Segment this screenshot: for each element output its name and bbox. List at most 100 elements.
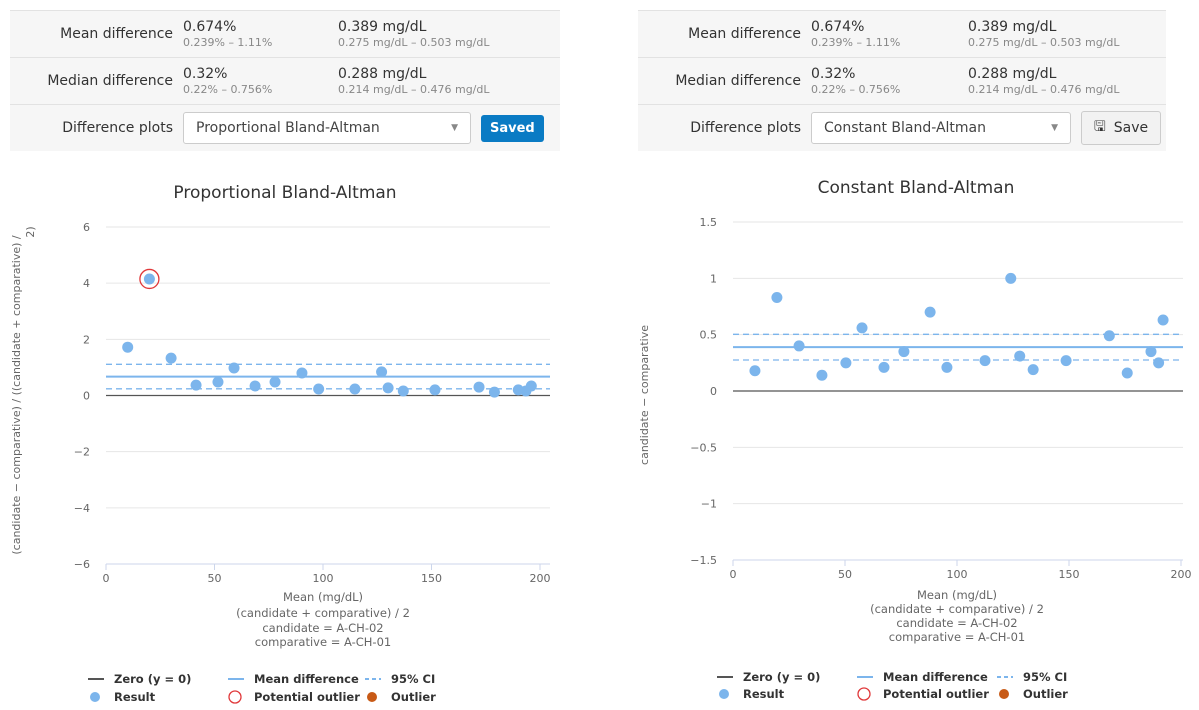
difference-plot-select[interactable]: Constant Bland-Altman ▼	[811, 112, 1071, 144]
row-label: Difference plots	[62, 120, 173, 136]
data-point	[840, 357, 852, 369]
legend-potential-outlier-icon	[228, 690, 242, 704]
data-point	[296, 367, 308, 379]
y-tick-label: −0.5	[690, 441, 717, 454]
x-axis-label: Mean (mg/dL)	[283, 590, 363, 604]
y-tick-label: 2	[83, 333, 90, 346]
data-point	[143, 273, 155, 285]
data-point	[397, 385, 409, 397]
row-label: Median difference	[675, 73, 801, 89]
difference-plot-select[interactable]: Proportional Bland-Altman ▼	[183, 112, 471, 144]
data-point	[228, 362, 240, 374]
median-difference-row: Median difference 0.32% 0.22% – 0.756% 0.…	[638, 57, 1166, 104]
median-pct: 0.32%	[811, 65, 856, 82]
data-point	[1145, 346, 1157, 358]
mean-pct-ci: 0.239% – 1.11%	[811, 35, 901, 49]
data-point	[924, 306, 936, 318]
legend-outlier-label: Outlier	[1023, 687, 1068, 701]
data-point	[878, 361, 890, 373]
mean-pct: 0.674%	[183, 18, 237, 35]
x-tick-label: 100	[947, 568, 968, 581]
x-axis-label: Mean (mg/dL)	[917, 588, 997, 602]
row-label: Difference plots	[690, 120, 801, 136]
row-label: Mean difference	[60, 26, 173, 42]
data-point	[212, 376, 224, 388]
select-value: Proportional Bland-Altman	[196, 120, 380, 136]
y-tick-label: 6	[83, 221, 90, 234]
legend-ci-label: 95% CI	[391, 672, 435, 686]
x-axis-label: candidate = A-CH-02	[896, 616, 1017, 630]
median-pct: 0.32%	[183, 65, 228, 82]
data-point	[793, 340, 805, 352]
chart-title: Constant Bland-Altman	[818, 178, 1015, 198]
median-abs-ci: 0.214 mg/dL – 0.476 mg/dL	[968, 82, 1120, 96]
x-tick-label: 150	[421, 572, 442, 585]
left-summary-panel: Mean difference 0.674% 0.239% – 1.11% 0.3…	[10, 10, 560, 151]
legend-result-label: Result	[743, 687, 785, 701]
y-tick-label: −6	[74, 558, 90, 571]
data-point	[165, 352, 177, 364]
y-tick-label: 4	[83, 277, 90, 290]
data-point	[473, 381, 485, 393]
y-axis-label: 2)	[24, 226, 37, 237]
x-axis-label: comparative = A-CH-01	[255, 635, 391, 649]
median-pct-ci: 0.22% – 0.756%	[183, 82, 273, 96]
legend-potential-outlier-label: Potential outlier	[883, 687, 989, 701]
floppy-disk-icon: 🖫	[1093, 119, 1106, 135]
data-point	[429, 384, 441, 396]
legend-outlier-label: Outlier	[391, 690, 436, 704]
x-axis-label: (candidate + comparative) / 2	[236, 606, 410, 620]
y-tick-label: −1	[701, 498, 717, 511]
data-point	[525, 380, 537, 392]
x-tick-label: 0	[103, 572, 110, 585]
x-tick-label: 100	[313, 572, 334, 585]
data-point	[898, 346, 910, 358]
data-point	[1005, 272, 1017, 284]
y-tick-label: 0	[710, 385, 717, 398]
saved-button[interactable]: Saved	[481, 114, 544, 142]
y-tick-label: −1.5	[690, 554, 717, 567]
legend-zero-label: Zero (y = 0)	[114, 672, 191, 686]
x-tick-label: 50	[208, 572, 222, 585]
legend-potential-outlier-icon	[857, 687, 871, 701]
data-point	[269, 376, 281, 388]
data-point	[488, 386, 500, 398]
y-axis-label: (candidate − comparative) / ((candidate …	[10, 235, 23, 555]
legend-outlier-icon	[999, 689, 1009, 699]
data-point	[122, 341, 134, 353]
median-abs-ci: 0.214 mg/dL – 0.476 mg/dL	[338, 82, 490, 96]
right-summary-panel: Mean difference 0.674% 0.239% – 1.11% 0.3…	[638, 10, 1166, 151]
potential-outlier-marker	[139, 268, 160, 290]
y-tick-label: −2	[74, 446, 90, 459]
data-point	[979, 355, 991, 367]
data-point	[1153, 357, 1165, 369]
x-tick-label: 200	[1171, 568, 1192, 581]
x-axis-label: comparative = A-CH-01	[889, 630, 1025, 644]
legend-mean-label: Mean difference	[883, 670, 988, 684]
data-point	[249, 380, 261, 392]
mean-abs-ci: 0.275 mg/dL – 0.503 mg/dL	[968, 35, 1120, 49]
mean-pct: 0.674%	[811, 18, 865, 35]
data-point	[382, 382, 394, 394]
save-button[interactable]: 🖫 Save	[1081, 111, 1161, 145]
y-tick-label: −4	[74, 502, 90, 515]
mean-pct-ci: 0.239% – 1.11%	[183, 35, 273, 49]
data-point	[1014, 350, 1026, 362]
median-abs: 0.288 mg/dL	[338, 65, 427, 82]
legend-mean-label: Mean difference	[254, 672, 359, 686]
row-label: Mean difference	[688, 26, 801, 42]
y-axis-label: candidate − comparative	[638, 325, 651, 465]
x-tick-label: 150	[1059, 568, 1080, 581]
legend-result-icon	[90, 692, 100, 702]
median-abs: 0.288 mg/dL	[968, 65, 1057, 82]
mean-abs-ci: 0.275 mg/dL – 0.503 mg/dL	[338, 35, 490, 49]
legend-potential-outlier-label: Potential outlier	[254, 690, 360, 704]
data-point	[1121, 367, 1133, 379]
legend-zero-label: Zero (y = 0)	[743, 670, 820, 684]
chevron-down-icon: ▼	[1051, 123, 1058, 133]
y-tick-label: 0.5	[700, 329, 718, 342]
data-point	[190, 379, 202, 391]
chevron-down-icon: ▼	[451, 123, 458, 133]
y-tick-label: 1	[710, 272, 717, 285]
